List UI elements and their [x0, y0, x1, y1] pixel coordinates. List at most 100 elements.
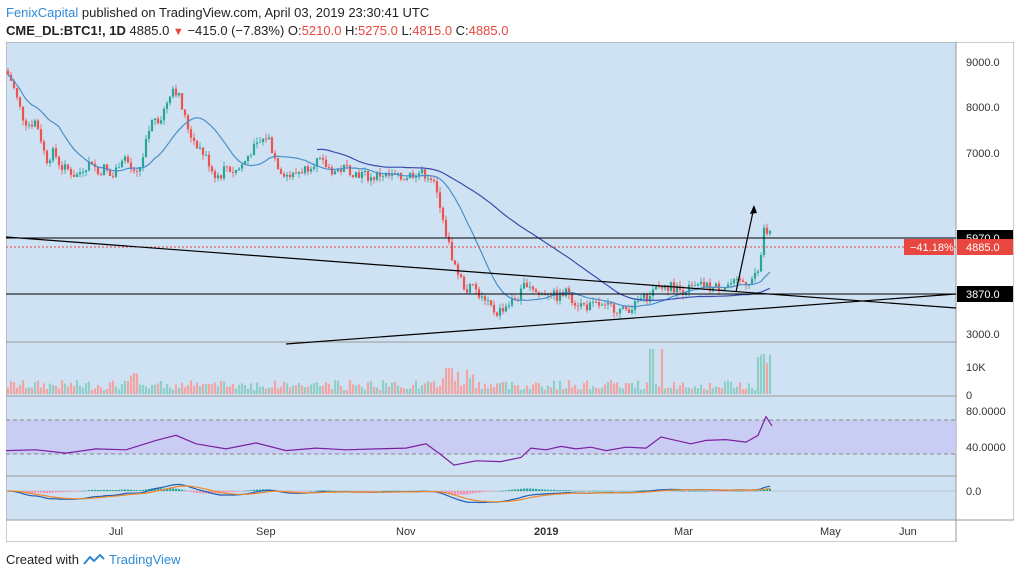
candle	[105, 164, 109, 171]
volume-bar	[453, 380, 457, 394]
macd-hist-bar	[564, 490, 568, 491]
chart-svg[interactable]: 9000.0 8000.0 7000.0 5970.0 4885.0 −41.1…	[5, 41, 1015, 543]
time-label-nov: Nov	[396, 526, 416, 538]
volume-pane[interactable]	[5, 341, 957, 397]
volume-bar	[675, 388, 679, 394]
percent-badge	[904, 239, 954, 255]
symbol-bar: CME_DL:BTC1!, 1D 4885.0 ▼ −415.0 (−7.83%…	[6, 23, 508, 38]
macd-pane[interactable]	[5, 475, 957, 521]
volume-bar	[129, 375, 133, 394]
candle	[60, 165, 64, 170]
candle	[24, 120, 28, 126]
candle	[429, 178, 433, 180]
macd-hist-bar	[81, 490, 85, 492]
candle	[270, 137, 274, 154]
volume-bar	[216, 386, 220, 394]
candle	[726, 284, 730, 288]
time-label-2019: 2019	[534, 526, 558, 538]
volume-bar	[381, 380, 385, 394]
volume-bar	[432, 381, 436, 394]
macd-hist-bar	[261, 489, 265, 491]
volume-bar	[417, 388, 421, 394]
author-name[interactable]: FenixCapital	[6, 5, 79, 20]
macd-hist-bar	[600, 490, 604, 492]
candle	[324, 159, 328, 167]
volume-bar	[426, 381, 430, 394]
macd-hist-bar	[141, 490, 145, 491]
macd-hist-bar	[684, 491, 688, 492]
candle	[327, 166, 331, 168]
price-pane[interactable]	[5, 41, 957, 343]
volume-bar	[78, 385, 82, 394]
volume-bar	[648, 349, 652, 394]
macd-hist-bar	[144, 489, 148, 491]
candle	[501, 308, 505, 312]
projection-arrow[interactable]	[735, 206, 755, 293]
candle	[624, 306, 628, 310]
uptrend-line[interactable]	[285, 293, 957, 345]
volume-bar	[231, 383, 235, 394]
tradingview-link[interactable]: TradingView	[108, 552, 181, 567]
macd-hist-bar	[75, 491, 79, 492]
volume-bar	[609, 380, 613, 394]
macd-hist-bar	[582, 490, 586, 492]
macd-hist-bar	[618, 490, 622, 492]
macd-hist-bar	[324, 490, 328, 492]
candle	[252, 144, 256, 155]
macd-hist-bar	[519, 488, 523, 491]
volume-bar	[135, 373, 139, 394]
volume-bar	[462, 384, 466, 394]
macd-hist-bar	[726, 491, 730, 492]
candle	[21, 106, 25, 121]
volume-bar	[264, 388, 268, 394]
macd-hist-bar	[93, 489, 97, 491]
volume-bar	[423, 383, 427, 394]
candle	[297, 172, 301, 174]
volume-bar	[696, 388, 700, 394]
volume-bar	[93, 388, 97, 394]
volume-bar	[378, 389, 382, 394]
candle	[747, 284, 751, 286]
candle	[405, 178, 409, 180]
macd-hist-bar	[135, 490, 139, 491]
macd-hist-bar	[297, 491, 301, 492]
candle	[99, 174, 103, 175]
volume-bar	[669, 387, 673, 394]
macd-hist-bar	[744, 491, 748, 492]
candle	[186, 115, 190, 130]
volume-bar	[69, 382, 73, 394]
candle	[177, 93, 181, 96]
volume-bar	[408, 388, 412, 394]
downtrend-line[interactable]	[5, 236, 957, 309]
volume-bar	[303, 387, 307, 394]
candle	[315, 158, 319, 167]
candle	[378, 172, 382, 177]
macd-hist-bar	[462, 491, 466, 495]
macd-hist-bar	[555, 490, 559, 491]
volume-bar	[741, 388, 745, 394]
candle	[225, 166, 229, 168]
volume-bar	[237, 384, 241, 394]
candle	[741, 280, 745, 282]
candle	[96, 166, 100, 175]
symbol-name[interactable]: CME_DL:BTC1!, 1D	[6, 23, 126, 38]
macd-hist-bar	[630, 490, 634, 492]
candle	[453, 260, 457, 265]
volume-bar	[639, 389, 643, 394]
macd-hist-bar	[762, 489, 766, 491]
macd-hist-bar	[693, 490, 697, 492]
candle	[615, 312, 619, 314]
candle	[45, 150, 49, 164]
candle	[282, 173, 286, 177]
time-axis[interactable]	[5, 519, 957, 543]
macd-hist-bar	[72, 491, 76, 492]
volume-bar	[507, 389, 511, 394]
candle	[372, 177, 376, 180]
macd-hist-bar	[306, 491, 310, 492]
price-axis[interactable]	[955, 41, 1015, 521]
candle	[690, 284, 694, 286]
candle	[84, 170, 88, 173]
chart-area[interactable]: 9000.0 8000.0 7000.0 5970.0 4885.0 −41.1…	[5, 41, 1015, 543]
macd-hist-bar	[405, 490, 409, 492]
volume-bar	[624, 383, 628, 394]
